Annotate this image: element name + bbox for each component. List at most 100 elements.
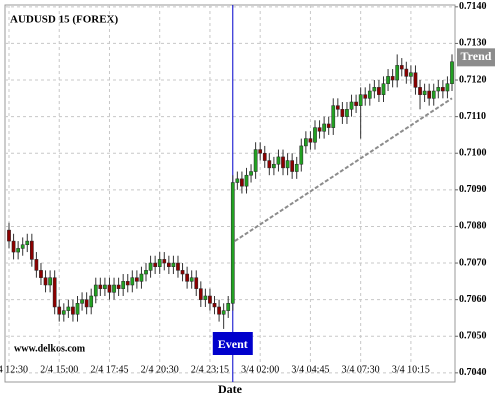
candle-body <box>121 281 126 289</box>
candle-body <box>418 87 422 95</box>
candle-body <box>290 160 295 172</box>
candle-body <box>52 277 57 308</box>
candle-body <box>153 262 157 267</box>
candle-body <box>107 284 112 293</box>
candle-body <box>20 244 25 249</box>
x-tick-label: 2/4 17:45 <box>90 364 128 375</box>
candle-body <box>358 94 363 106</box>
x-axis-label: Date <box>218 382 243 396</box>
x-tick-label: 2/4 15:00 <box>40 364 78 375</box>
trend-label: Trend <box>461 49 492 63</box>
candle-body <box>11 240 16 253</box>
y-tick-label: 0.7130 <box>459 38 487 49</box>
candle-body <box>71 306 75 315</box>
candle-body <box>139 273 144 282</box>
candle-body <box>308 138 313 143</box>
candle-body <box>176 262 180 271</box>
candle-body <box>253 149 258 172</box>
candle-body <box>226 303 231 311</box>
candle-body <box>427 90 432 99</box>
candle-body <box>276 156 281 165</box>
x-tick-label: 3/4 04:45 <box>291 364 329 375</box>
candle-body <box>61 310 66 315</box>
candle-body <box>258 149 263 154</box>
y-tick-label: 0.7120 <box>459 74 487 85</box>
y-tick-label: 0.7060 <box>459 294 487 305</box>
candle-body <box>272 163 276 169</box>
candle-body <box>431 90 436 99</box>
candle-body <box>367 90 372 99</box>
candle-body <box>171 262 176 267</box>
event-label: Event <box>218 337 248 351</box>
candle-body <box>43 277 48 286</box>
y-tick-label: 0.7080 <box>459 221 487 232</box>
y-tick-label: 0.7110 <box>459 111 486 122</box>
candle-body <box>326 123 331 128</box>
candle-body <box>404 68 409 77</box>
candle-body <box>377 87 381 95</box>
candle-body <box>89 295 94 308</box>
candle-body <box>162 259 167 264</box>
candle-body <box>116 284 121 289</box>
x-tick-label: 3/4 07:30 <box>342 364 380 375</box>
candle-body <box>304 138 308 147</box>
candle-body <box>75 303 80 315</box>
candle-body <box>29 240 34 260</box>
y-tick-label: 0.7050 <box>459 331 487 342</box>
candle-body <box>395 65 400 81</box>
candle-body <box>34 259 39 271</box>
candle-body <box>345 109 349 117</box>
candle-body <box>285 160 290 169</box>
candle-body <box>354 101 358 106</box>
candle-body <box>317 127 322 132</box>
candle-body <box>48 277 52 286</box>
x-tick-label: 3/4 02:00 <box>241 364 279 375</box>
candle-body <box>66 306 71 311</box>
candle-body <box>267 160 272 169</box>
candle-body <box>208 295 212 304</box>
candle-body <box>349 101 354 110</box>
candle-body <box>413 72 418 88</box>
candle-body <box>422 90 427 95</box>
candle-body <box>98 284 103 289</box>
y-tick-label: 0.7070 <box>459 257 487 268</box>
candle-body <box>441 87 445 92</box>
candle-body <box>386 76 390 84</box>
event-label-box <box>212 332 253 355</box>
candle-body <box>390 76 395 81</box>
candle-body <box>185 273 189 282</box>
candle-body <box>372 87 377 92</box>
y-tick-label: 0.7140 <box>459 1 487 12</box>
trend-line <box>234 97 453 242</box>
candle-body <box>180 270 185 275</box>
candle-body <box>189 277 194 282</box>
candle-body <box>103 284 107 289</box>
candle-body <box>148 262 153 271</box>
candle-body <box>381 83 386 95</box>
candle-body <box>313 127 317 143</box>
candle-body <box>294 163 299 172</box>
candle-body <box>80 299 84 304</box>
y-tick-label: 0.7090 <box>459 184 487 195</box>
candle-body <box>409 72 413 77</box>
candle-body <box>299 145 304 165</box>
y-tick-label: 0.7040 <box>459 367 487 378</box>
candle-body <box>331 105 336 128</box>
x-tick-label: 2/4 23:15 <box>191 364 229 375</box>
candle-body <box>135 277 139 282</box>
candle-body <box>240 178 244 187</box>
candle-body <box>203 295 208 300</box>
candle-body <box>166 262 171 267</box>
candle-body <box>340 109 345 117</box>
trend-label-box <box>457 48 495 67</box>
x-tick-label: 2/4 12:30 <box>0 364 28 375</box>
candle-body <box>93 284 98 297</box>
candle-body <box>249 171 253 176</box>
candle-body <box>112 284 116 293</box>
candle-body <box>144 270 148 275</box>
candle-body <box>262 152 267 161</box>
candle-body <box>84 299 89 308</box>
candle-body <box>436 87 441 92</box>
candle-body <box>244 174 249 187</box>
